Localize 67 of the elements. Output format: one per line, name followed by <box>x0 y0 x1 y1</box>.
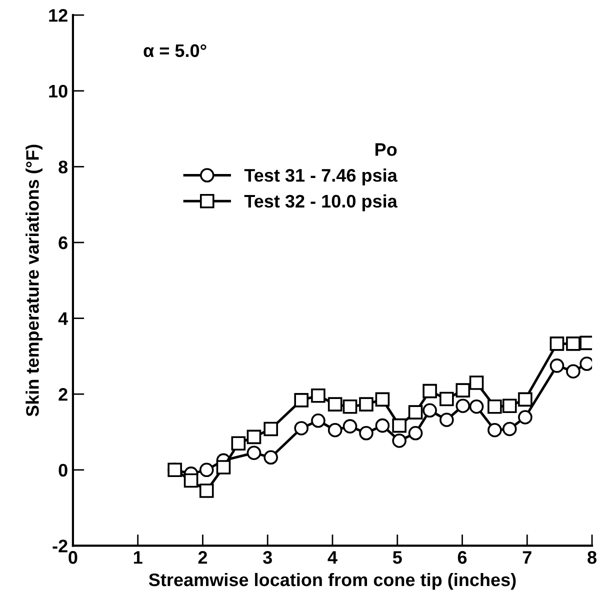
point <box>359 397 374 412</box>
point <box>488 399 502 414</box>
point <box>422 384 437 398</box>
point <box>422 403 437 418</box>
y-tick-label: 12 <box>49 9 68 22</box>
point <box>264 422 278 436</box>
y-tick-label: -2 <box>52 540 68 552</box>
point <box>375 392 390 407</box>
point <box>550 336 564 351</box>
point <box>199 462 214 478</box>
point <box>168 462 182 478</box>
point <box>502 422 517 436</box>
point <box>456 398 470 414</box>
point <box>375 418 390 433</box>
point <box>456 383 470 398</box>
point <box>488 422 502 438</box>
point <box>216 460 231 474</box>
point <box>440 392 454 406</box>
y-tick-label: 10 <box>49 84 68 98</box>
x-tick-label: 7 <box>522 551 532 564</box>
point <box>469 399 484 414</box>
point <box>342 419 358 434</box>
legend-label: Test 31 - 7.46 psia <box>244 168 398 186</box>
point <box>518 392 532 407</box>
x-tick-label: 6 <box>458 551 467 564</box>
y-tick-label: 8 <box>58 160 68 174</box>
point <box>184 473 198 488</box>
y-axis-title: Skin temperature variations (°F) <box>26 144 42 416</box>
point <box>518 410 532 424</box>
point <box>311 388 326 403</box>
point <box>566 336 580 351</box>
y-tick-label: 4 <box>58 312 68 325</box>
y-tick-label: 0 <box>58 464 68 477</box>
x-tick-label: 0 <box>68 551 78 564</box>
point <box>342 399 358 414</box>
legend-title: Po <box>375 143 397 156</box>
point <box>328 422 342 438</box>
x-tick-label: 5 <box>392 551 402 564</box>
point <box>550 358 564 373</box>
point <box>392 434 406 448</box>
point <box>408 426 423 440</box>
point <box>359 426 374 440</box>
point <box>566 364 580 379</box>
x-tick-label: 2 <box>198 551 208 564</box>
point <box>408 405 423 420</box>
point <box>246 446 262 460</box>
point <box>264 450 278 465</box>
point <box>311 413 326 428</box>
point <box>440 412 454 428</box>
x-tick-label: 4 <box>328 551 338 564</box>
x-tick-label: 8 <box>588 551 596 564</box>
point <box>328 397 342 412</box>
legend-label: Test 32 - 10.0 psia <box>244 194 398 212</box>
point <box>469 376 484 390</box>
y-tick-label: 6 <box>58 236 68 250</box>
x-tick-label: 3 <box>263 551 272 564</box>
annotation: α = 5.0° <box>144 44 206 58</box>
point <box>246 430 262 444</box>
x-axis-title: Streamwise location from cone tip (inches) <box>148 572 516 590</box>
y-tick-label: 2 <box>58 388 68 401</box>
point <box>231 436 246 451</box>
point <box>294 421 308 436</box>
x-tick-label: 1 <box>134 551 142 564</box>
point <box>502 398 517 414</box>
point <box>199 484 214 498</box>
point <box>294 393 308 408</box>
point <box>392 418 406 433</box>
